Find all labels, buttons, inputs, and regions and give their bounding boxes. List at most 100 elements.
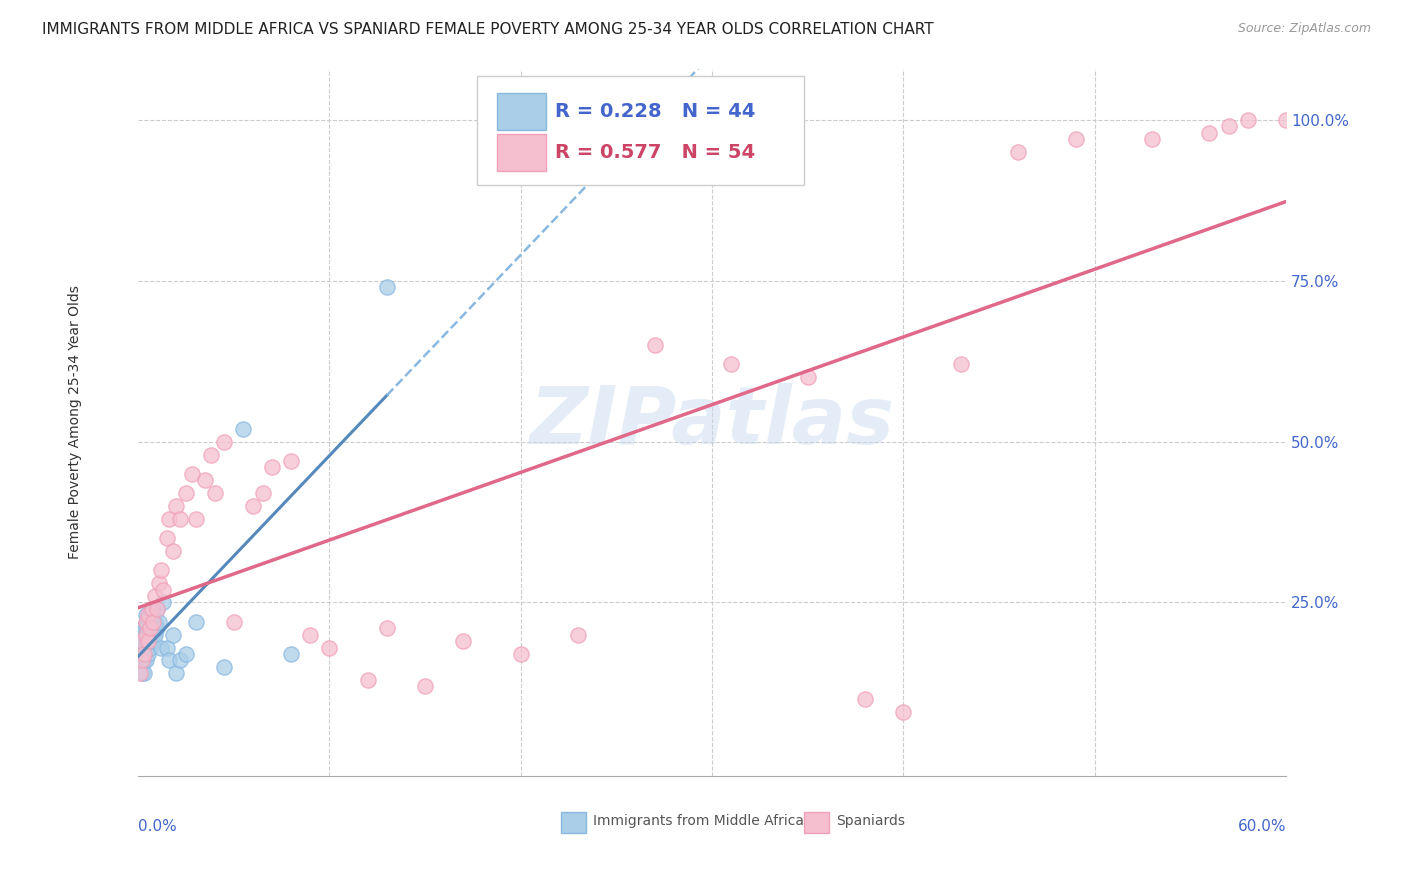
Bar	[561, 812, 586, 833]
Point	[131, 653, 153, 667]
Point	[162, 627, 184, 641]
Point	[135, 634, 157, 648]
Text: Spaniards: Spaniards	[837, 814, 905, 828]
Point	[1275, 113, 1298, 128]
Point	[135, 615, 157, 629]
Point	[180, 467, 202, 481]
Point	[142, 608, 165, 623]
Point	[644, 338, 666, 352]
Text: 0.0%: 0.0%	[138, 819, 177, 834]
Point	[357, 673, 380, 687]
Point	[453, 634, 475, 648]
Point	[129, 666, 152, 681]
Point	[129, 647, 152, 661]
Point	[232, 422, 254, 436]
Point	[141, 602, 163, 616]
Point	[509, 647, 531, 661]
Point	[132, 621, 155, 635]
Point	[138, 608, 160, 623]
Point	[145, 627, 167, 641]
Point	[1198, 126, 1220, 140]
Point	[148, 576, 170, 591]
Point	[142, 615, 165, 629]
FancyBboxPatch shape	[477, 76, 804, 186]
Point	[1007, 145, 1029, 160]
Bar	[804, 812, 830, 833]
Point	[145, 615, 167, 629]
Point	[212, 434, 235, 449]
Text: R = 0.228   N = 44: R = 0.228 N = 44	[555, 102, 755, 120]
Point	[129, 634, 152, 648]
Point	[567, 627, 589, 641]
Point	[169, 512, 191, 526]
Point	[299, 627, 322, 641]
Point	[146, 621, 169, 635]
Point	[796, 370, 818, 384]
Point	[157, 653, 180, 667]
Point	[138, 621, 160, 635]
Point	[129, 660, 152, 674]
Point	[375, 621, 398, 635]
Point	[280, 454, 302, 468]
Point	[150, 640, 173, 655]
Point	[280, 647, 302, 661]
Point	[156, 640, 179, 655]
Point	[145, 589, 167, 603]
Point	[141, 634, 163, 648]
Text: IMMIGRANTS FROM MIDDLE AFRICA VS SPANIARD FEMALE POVERTY AMONG 25-34 YEAR OLDS C: IMMIGRANTS FROM MIDDLE AFRICA VS SPANIAR…	[42, 22, 934, 37]
Point	[131, 634, 153, 648]
Point	[252, 486, 274, 500]
Point	[131, 666, 153, 681]
Point	[146, 602, 169, 616]
Point	[949, 358, 972, 372]
Point	[413, 679, 436, 693]
Point	[141, 621, 163, 635]
Point	[136, 647, 159, 661]
Point	[135, 627, 157, 641]
Point	[132, 640, 155, 655]
Point	[1218, 120, 1240, 134]
Point	[132, 653, 155, 667]
Point	[138, 640, 160, 655]
Point	[136, 608, 159, 623]
Text: Immigrants from Middle Africa: Immigrants from Middle Africa	[593, 814, 804, 828]
Point	[1140, 132, 1163, 146]
Point	[146, 602, 169, 616]
Point	[375, 280, 398, 294]
Point	[152, 582, 174, 597]
Point	[136, 615, 159, 629]
Point	[132, 666, 155, 681]
Point	[131, 634, 153, 648]
FancyBboxPatch shape	[498, 94, 546, 130]
Point	[141, 602, 163, 616]
Point	[165, 499, 187, 513]
Point	[174, 647, 197, 661]
Point	[132, 647, 155, 661]
FancyBboxPatch shape	[498, 135, 546, 171]
Text: Female Poverty Among 25-34 Year Olds: Female Poverty Among 25-34 Year Olds	[67, 285, 82, 559]
Point	[135, 621, 157, 635]
Point	[222, 615, 245, 629]
Point	[204, 486, 226, 500]
Point	[262, 460, 284, 475]
Point	[212, 660, 235, 674]
Point	[157, 512, 180, 526]
Point	[138, 621, 160, 635]
Point	[131, 647, 153, 661]
Point	[135, 608, 157, 623]
Text: R = 0.577   N = 54: R = 0.577 N = 54	[555, 143, 755, 161]
Point	[174, 486, 197, 500]
Point	[194, 473, 217, 487]
Point	[142, 627, 165, 641]
Point	[136, 627, 159, 641]
Text: Source: ZipAtlas.com: Source: ZipAtlas.com	[1237, 22, 1371, 36]
Point	[184, 512, 207, 526]
Point	[131, 621, 153, 635]
Point	[200, 448, 222, 462]
Point	[165, 666, 187, 681]
Point	[135, 653, 157, 667]
Point	[184, 615, 207, 629]
Point	[136, 634, 159, 648]
Point	[893, 705, 915, 719]
Point	[720, 358, 742, 372]
